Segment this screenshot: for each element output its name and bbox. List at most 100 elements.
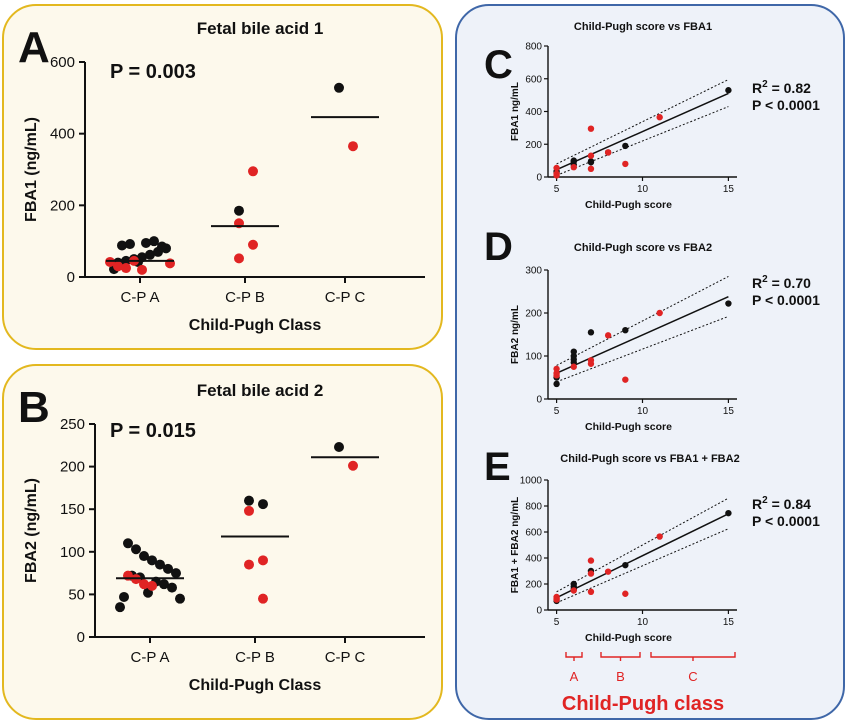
data-point-black xyxy=(115,602,125,613)
panel-e: E Child-Pugh score vs FBA1 + FBA2 0 200 400 6… xyxy=(484,445,820,644)
data-point-red xyxy=(147,580,157,591)
data-point-red xyxy=(113,261,123,272)
data-point-red xyxy=(587,557,595,564)
data-point-black xyxy=(570,580,577,588)
panel-letter: D xyxy=(484,225,513,269)
data-point-red xyxy=(587,152,595,159)
data-point-black xyxy=(141,237,151,248)
y-tick-label: 50 xyxy=(68,586,85,603)
data-point-black xyxy=(725,509,732,517)
data-point-black xyxy=(159,579,169,590)
y-tick-label: 300 xyxy=(525,266,542,277)
y-tick-label: 0 xyxy=(67,269,75,286)
regression-line xyxy=(556,513,729,599)
x-tick-label: 15 xyxy=(723,617,735,628)
panel-d: D Child-Pugh score vs FBA2 0 100 200 300 5 10 15… xyxy=(484,225,820,433)
data-point-red xyxy=(258,555,268,566)
r-squared-value: = 0.84 xyxy=(768,496,811,512)
panel-letter: A xyxy=(18,23,50,72)
y-tick-label: 400 xyxy=(525,554,542,565)
data-point-black xyxy=(234,205,244,216)
x-tick-label: C-P A xyxy=(121,289,160,306)
data-point-black xyxy=(163,563,173,574)
class-label: A xyxy=(570,669,579,684)
data-point-red xyxy=(587,360,595,367)
r-squared-value: = 0.82 xyxy=(768,80,811,96)
y-axis-label: FBA1 (ng/mL) xyxy=(23,117,40,222)
y-tick-label: 200 xyxy=(525,140,542,151)
r-squared-label: R2 = 0.70 xyxy=(752,274,811,291)
data-point-red xyxy=(139,579,149,590)
y-tick-label: 600 xyxy=(525,528,542,539)
data-point-red xyxy=(248,166,258,177)
data-point-red xyxy=(570,163,577,171)
data-point-red xyxy=(553,164,560,172)
data-point-black xyxy=(139,551,149,562)
class-label: B xyxy=(616,669,625,684)
data-point-red xyxy=(553,372,560,379)
y-tick-label: 800 xyxy=(525,42,542,53)
data-point-black xyxy=(149,236,159,247)
data-point-red xyxy=(587,165,595,173)
ci-lower-line xyxy=(556,315,729,383)
y-tick-label: 250 xyxy=(60,416,85,433)
r-squared-superscript: 2 xyxy=(762,274,768,285)
class-bracket xyxy=(565,652,583,661)
panel-letter: E xyxy=(484,445,511,489)
data-point-black xyxy=(622,561,629,569)
child-pugh-class-brackets: A B C Child-Pugh class xyxy=(562,652,736,715)
data-point-red xyxy=(587,125,595,132)
y-tick-label: 0 xyxy=(536,606,542,617)
data-point-red xyxy=(553,172,560,179)
y-tick-label: 200 xyxy=(525,580,542,591)
chart-title: Child-Pugh score vs FBA1 xyxy=(574,21,712,33)
ci-upper-line xyxy=(556,497,729,593)
data-point-red xyxy=(656,114,663,121)
data-point-black xyxy=(131,544,141,555)
data-point-red xyxy=(248,239,258,250)
p-value: P = 0.015 xyxy=(110,420,196,442)
data-point-red xyxy=(244,559,254,570)
data-point-red xyxy=(604,568,612,575)
y-axis-label: FBA1 + FBA2 ng/mL xyxy=(510,497,521,593)
x-tick-label: 5 xyxy=(554,184,560,195)
panel-a: A Fetal bile acid 1 P = 0.003 0 200 400 600 C-P… xyxy=(18,19,425,334)
data-point-black xyxy=(175,593,185,604)
r-squared-superscript: 2 xyxy=(762,495,768,506)
ci-upper-line xyxy=(556,79,729,165)
y-tick-label: 400 xyxy=(50,126,75,143)
panel-c: C Child-Pugh score vs FBA1 0 200 400 600 800 5 1… xyxy=(484,21,820,211)
data-point-red xyxy=(553,596,560,603)
data-point-red xyxy=(234,253,244,264)
panel-letter: B xyxy=(18,383,50,432)
p-value: P = 0.003 xyxy=(110,61,196,83)
chart-title: Fetal bile acid 1 xyxy=(197,19,324,38)
y-tick-label: 0 xyxy=(77,629,85,646)
x-tick-label: 15 xyxy=(723,184,735,195)
data-point-black xyxy=(119,591,129,602)
data-point-black xyxy=(622,327,629,334)
data-point-red xyxy=(587,570,595,577)
data-point-red xyxy=(622,376,629,383)
data-point-black xyxy=(157,241,167,252)
data-point-black xyxy=(570,157,577,164)
x-axis-label: Child-Pugh score xyxy=(585,199,672,211)
panels-cde-frame xyxy=(455,4,845,720)
data-point-red xyxy=(105,256,115,267)
data-point-black xyxy=(125,239,135,250)
y-tick-label: 600 xyxy=(525,74,542,85)
x-tick-label: 10 xyxy=(637,184,649,195)
x-tick-label: 5 xyxy=(554,406,560,417)
x-axis-label: Child-Pugh score xyxy=(585,421,672,433)
data-point-black xyxy=(167,582,177,593)
x-tick-label: C-P B xyxy=(235,649,275,666)
data-point-black xyxy=(145,249,155,260)
ci-upper-line xyxy=(556,276,729,366)
data-point-black xyxy=(171,568,181,579)
y-axis-label: FBA1 ng/mL xyxy=(510,82,521,141)
data-point-black xyxy=(334,82,344,93)
y-tick-label: 100 xyxy=(525,352,542,363)
data-point-red xyxy=(604,332,612,339)
data-point-red xyxy=(656,309,663,317)
p-value-label: P < 0.0001 xyxy=(752,513,820,529)
